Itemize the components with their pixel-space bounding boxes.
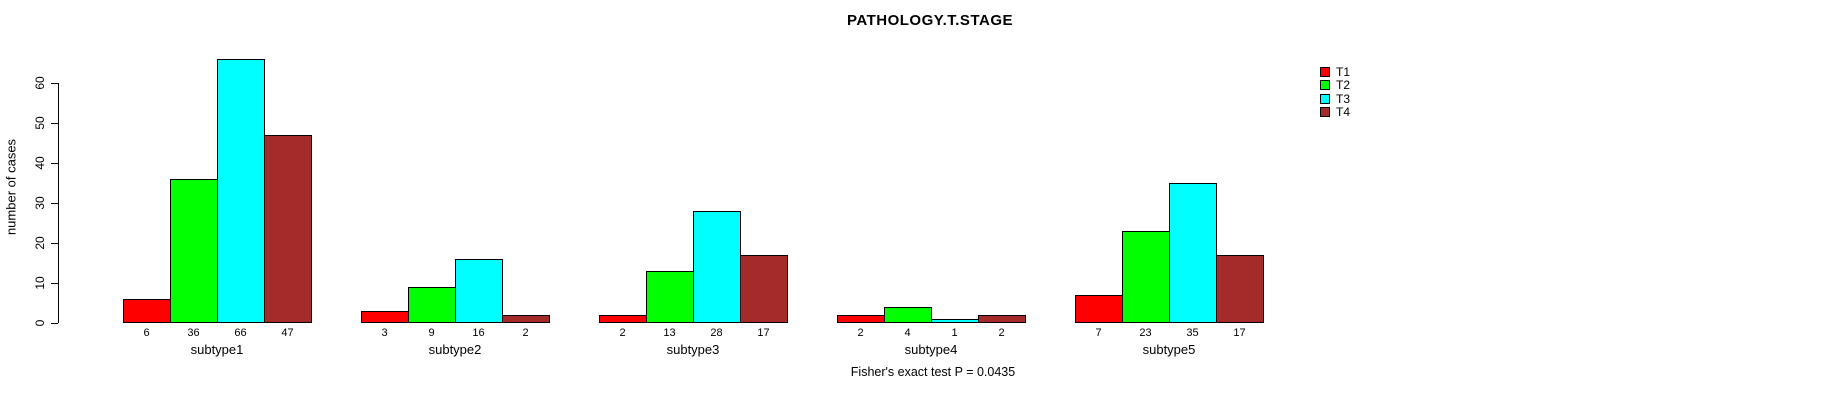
- category-label-subtype1: subtype1: [190, 342, 244, 357]
- bar-value-label: 4: [904, 327, 911, 339]
- bar-value-label: 2: [522, 327, 529, 339]
- y-axis-line: [58, 83, 59, 323]
- legend-swatch-icon: [1320, 94, 1330, 104]
- category-label-subtype3: subtype3: [666, 342, 720, 357]
- bar-t1-subtype1: [123, 299, 171, 323]
- bar-value-label: 28: [710, 327, 723, 339]
- bar-value-label: 9: [428, 327, 435, 339]
- bar-t2-subtype1: [170, 179, 218, 323]
- y-tick-label: 10: [33, 276, 47, 290]
- legend-item-t1: T1: [1320, 66, 1350, 78]
- bar-value-label: 3: [381, 327, 388, 339]
- bar-t4-subtype1: [264, 135, 312, 323]
- bar-value-label: 7: [1095, 327, 1102, 339]
- bar-t1-subtype2: [361, 311, 409, 323]
- bar-value-label: 47: [281, 327, 294, 339]
- bar-value-label: 17: [1233, 327, 1246, 339]
- y-tick-mark: [51, 203, 58, 204]
- bar-value-label: 16: [472, 327, 485, 339]
- annotation-text: Fisher's exact test P = 0.0435: [850, 365, 1016, 379]
- category-label-subtype4: subtype4: [904, 342, 958, 357]
- y-tick-mark: [51, 83, 58, 84]
- category-label-subtype5: subtype5: [1142, 342, 1196, 357]
- bar-t1-subtype3: [599, 315, 647, 323]
- bar-t3-subtype2: [455, 259, 503, 323]
- y-tick-mark: [51, 123, 58, 124]
- y-tick-mark: [51, 283, 58, 284]
- legend-label: T1: [1336, 65, 1351, 79]
- legend-swatch-icon: [1320, 67, 1330, 77]
- bar-t4-subtype5: [1216, 255, 1264, 323]
- bar-t3-subtype5: [1169, 183, 1217, 323]
- y-tick-label: 50: [33, 116, 47, 130]
- bar-value-label: 2: [619, 327, 626, 339]
- bar-t3-subtype3: [693, 211, 741, 323]
- bar-t3-subtype4: [931, 319, 979, 323]
- legend-label: T3: [1336, 92, 1351, 106]
- bar-t3-subtype1: [217, 59, 265, 323]
- bar-t4-subtype4: [978, 315, 1026, 323]
- legend-item-t2: T2: [1320, 79, 1350, 91]
- bar-value-label: 6: [143, 327, 150, 339]
- bar-value-label: 13: [663, 327, 676, 339]
- bar-value-label: 23: [1139, 327, 1152, 339]
- bar-value-label: 2: [998, 327, 1005, 339]
- bar-t2-subtype3: [646, 271, 694, 323]
- legend-swatch-icon: [1320, 80, 1330, 90]
- legend-item-t3: T3: [1320, 93, 1350, 105]
- bar-value-label: 35: [1186, 327, 1199, 339]
- bar-t1-subtype4: [837, 315, 885, 323]
- bar-value-label: 1: [951, 327, 958, 339]
- y-tick-mark: [51, 323, 58, 324]
- bar-t2-subtype2: [408, 287, 456, 323]
- bar-t4-subtype3: [740, 255, 788, 323]
- bar-value-label: 2: [857, 327, 864, 339]
- legend-label: T2: [1336, 78, 1351, 92]
- chart-title: PATHOLOGY.T.STAGE: [846, 12, 1013, 29]
- bar-t2-subtype5: [1122, 231, 1170, 323]
- y-axis-label: number of cases: [3, 138, 19, 236]
- y-tick-mark: [51, 243, 58, 244]
- bar-value-label: 17: [757, 327, 770, 339]
- category-label-subtype2: subtype2: [428, 342, 482, 357]
- legend-swatch-icon: [1320, 107, 1330, 117]
- y-tick-label: 20: [33, 236, 47, 250]
- y-tick-label: 40: [33, 156, 47, 170]
- bar-t4-subtype2: [502, 315, 550, 323]
- bar-t1-subtype5: [1075, 295, 1123, 323]
- y-tick-mark: [51, 163, 58, 164]
- bar-value-label: 36: [187, 327, 200, 339]
- y-tick-label: 60: [33, 76, 47, 90]
- bar-t2-subtype4: [884, 307, 932, 323]
- legend-label: T4: [1336, 105, 1351, 119]
- bar-value-label: 66: [234, 327, 247, 339]
- y-tick-label: 0: [33, 319, 47, 327]
- y-tick-label: 30: [33, 196, 47, 210]
- legend-item-t4: T4: [1320, 106, 1350, 118]
